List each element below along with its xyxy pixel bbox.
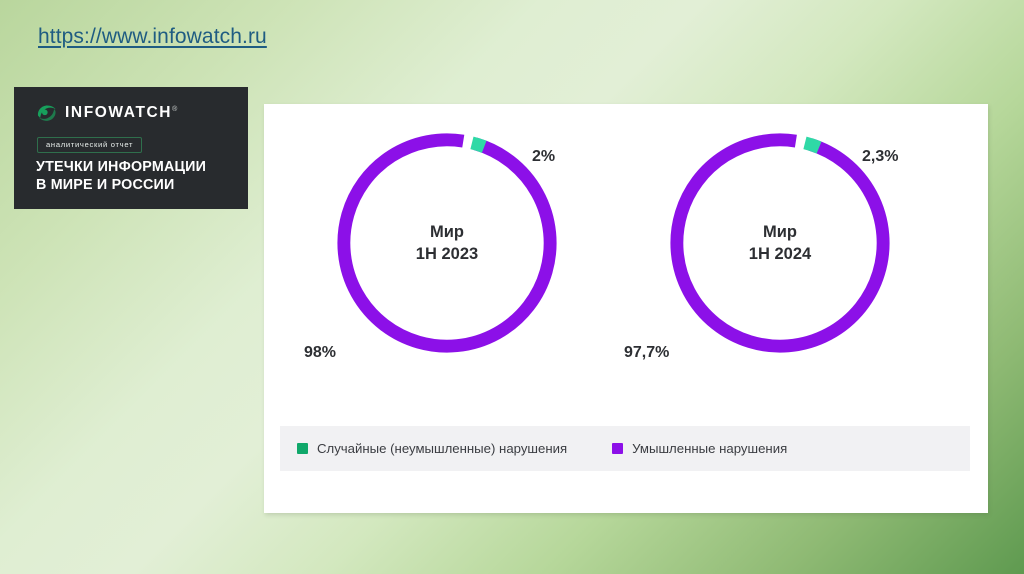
legend-swatch-accidental-icon [297,443,308,454]
donut-value-intentional-2023: 98% [304,344,337,361]
infowatch-logo: INFOWATCH® [36,103,177,123]
legend-label-intentional: Умышленные нарушения [632,441,788,456]
report-type-badge: аналитический отчет [37,137,143,153]
donut-charts-row: Мир 1Н 2023 2% 98% Мир 1Н 2024 2,3% 97,7… [264,104,988,414]
infowatch-report-cover: INFOWATCH® аналитический отчет УТЕЧКИ ИН… [14,87,248,209]
donut-value-accidental-2023: 2% [532,148,556,165]
donut-ring-2023 [337,133,557,353]
donut-chart-2024: Мир 1Н 2024 2,3% 97,7% [619,116,919,406]
donut-ring-2024 [670,133,890,353]
donut-value-intentional-2024: 97,7% [624,344,670,361]
legend-swatch-intentional-icon [612,443,624,454]
report-title: УТЕЧКИ ИНФОРМАЦИИ В МИРЕ И РОССИИ [36,159,207,193]
chart-legend: Случайные (неумышленные) нарушения Умышл… [280,426,970,471]
donut-value-accidental-2024: 2,3% [862,148,899,165]
legend-label-accidental: Случайные (неумышленные) нарушения [317,441,568,456]
infowatch-logo-text: INFOWATCH® [65,105,177,121]
infowatch-url-link[interactable]: https://www.infowatch.ru [38,25,267,48]
legend-item-intentional[interactable]: Умышленные нарушения [612,441,787,456]
legend-item-accidental[interactable]: Случайные (неумышленные) нарушения [297,441,567,456]
donut-chart-2023: Мир 1Н 2023 2% 98% [286,116,586,406]
registered-mark-icon: ® [172,106,178,114]
chart-panel: Мир 1Н 2023 2% 98% Мир 1Н 2024 2,3% 97,7… [264,104,988,513]
donut-slice-accidental-2023 [337,133,557,353]
donut-slice-intentional-2023 [337,133,557,353]
infowatch-eye-icon [37,105,56,121]
infowatch-logo-wordmark: INFOWATCH [65,104,173,122]
